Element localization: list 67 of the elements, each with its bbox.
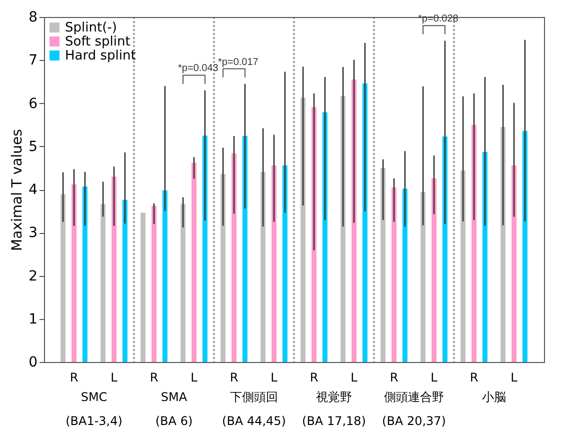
bar bbox=[140, 212, 146, 362]
y-tick-label: 5 bbox=[28, 138, 38, 155]
bar bbox=[282, 165, 288, 362]
bar bbox=[442, 136, 448, 362]
bar bbox=[180, 204, 186, 362]
y-tick-label: 7 bbox=[28, 52, 38, 69]
x-tick-label: R bbox=[230, 370, 238, 384]
text: 小脳 bbox=[482, 390, 506, 404]
y-tick-label: 4 bbox=[28, 182, 38, 198]
bar bbox=[60, 194, 66, 362]
bar bbox=[472, 124, 476, 362]
x-tick-label: R bbox=[470, 370, 478, 384]
x-tick-label: L bbox=[190, 370, 198, 384]
x-tick-label: R bbox=[310, 370, 318, 384]
bar bbox=[260, 172, 266, 362]
legend-label: Splint(-) bbox=[65, 20, 117, 36]
x-tick-label: L bbox=[270, 370, 278, 384]
legend-label: Soft splint bbox=[65, 34, 130, 50]
annotation: *p=0.043 bbox=[178, 63, 219, 74]
legend-label: Hard splint bbox=[65, 48, 136, 64]
annotation: *p=0.017 bbox=[218, 56, 259, 68]
bar bbox=[460, 170, 466, 362]
y-tick-label: 8 bbox=[28, 10, 38, 26]
x-tick-label: L bbox=[430, 370, 438, 384]
bar bbox=[402, 188, 408, 362]
bar bbox=[500, 126, 506, 362]
bar bbox=[272, 165, 276, 362]
bar bbox=[340, 96, 346, 362]
bar bbox=[242, 136, 248, 362]
y-tick-label: 2 bbox=[28, 268, 38, 284]
y-tick-label: 3 bbox=[28, 225, 38, 242]
x-tick-label: R bbox=[390, 370, 398, 384]
bar bbox=[122, 200, 128, 362]
bar bbox=[512, 165, 516, 362]
y-tick-label: 0 bbox=[28, 354, 38, 370]
bar bbox=[192, 162, 196, 362]
text: 視覚野 (BA 17,18) bbox=[302, 390, 366, 428]
bar bbox=[232, 153, 236, 362]
bar bbox=[380, 168, 386, 362]
bar bbox=[362, 83, 368, 362]
bar bbox=[420, 192, 426, 362]
text: 下側頭回 (BA 44,45) bbox=[222, 390, 286, 428]
y-tick-label: 6 bbox=[28, 96, 38, 112]
bar bbox=[72, 184, 76, 362]
bar bbox=[82, 186, 88, 362]
x-tick-label: L bbox=[350, 370, 358, 384]
x-tick-label: L bbox=[110, 370, 118, 384]
bar bbox=[432, 178, 436, 362]
bar bbox=[322, 112, 328, 362]
text: SMC (BA1-3,4) bbox=[66, 390, 122, 428]
bar bbox=[152, 206, 156, 362]
y-axis-title: Maximal T values bbox=[10, 129, 26, 251]
bar bbox=[202, 136, 208, 362]
bar bbox=[392, 187, 396, 362]
bar bbox=[220, 174, 226, 362]
bar bbox=[112, 176, 116, 362]
bar bbox=[162, 190, 168, 362]
x-tick-label: L bbox=[510, 370, 518, 384]
y-tick-label: 1 bbox=[28, 311, 38, 328]
x-tick-label: R bbox=[70, 370, 78, 384]
bar bbox=[100, 204, 106, 362]
text: 側頭連合野 (BA 20,37) bbox=[382, 390, 446, 428]
bar bbox=[522, 130, 528, 362]
bar bbox=[482, 152, 488, 362]
bar bbox=[300, 98, 306, 362]
x-tick-label: R bbox=[150, 370, 158, 384]
text: SMA (BA 6) bbox=[155, 390, 193, 428]
